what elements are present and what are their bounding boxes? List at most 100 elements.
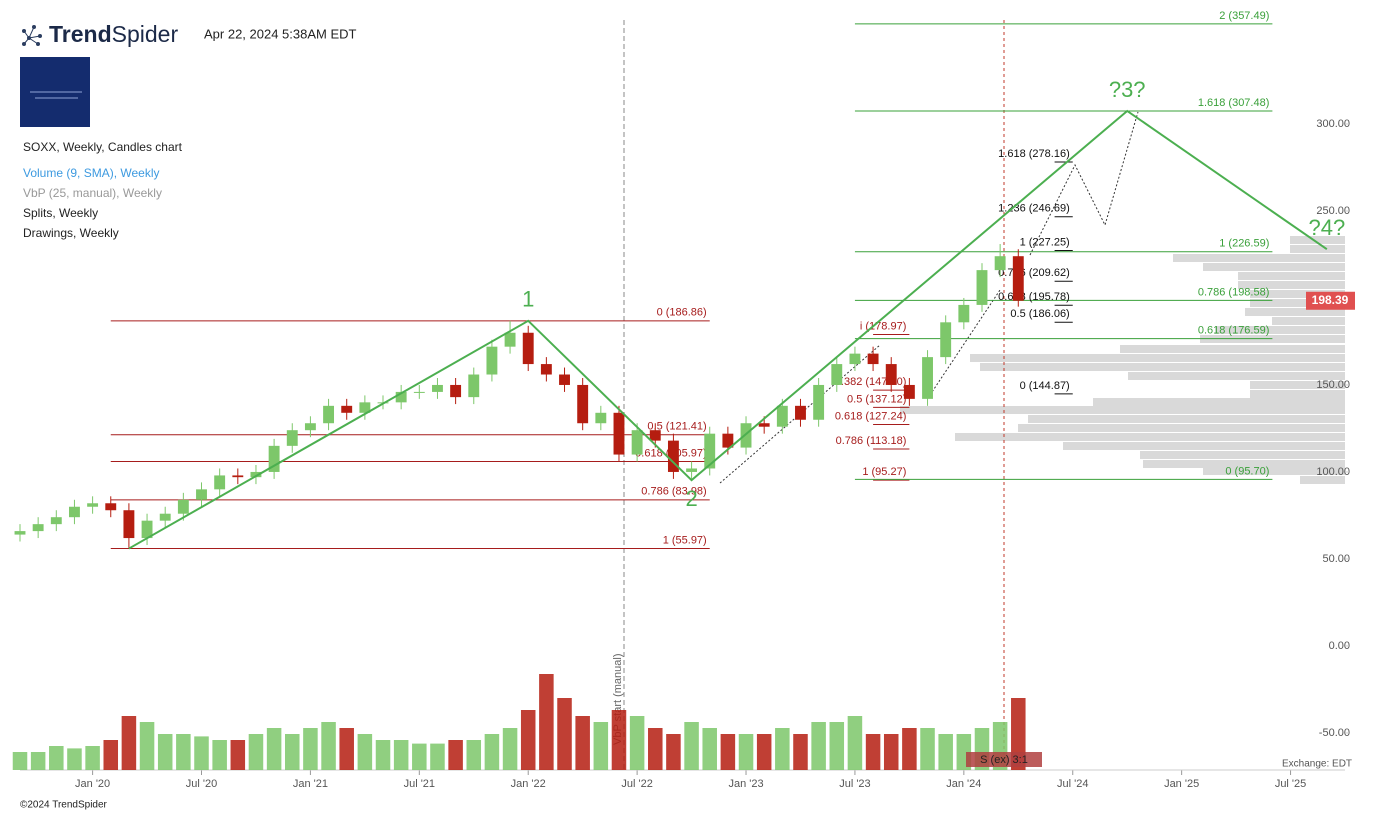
vbp-bar xyxy=(1128,372,1345,380)
legend-item: Drawings, Weekly xyxy=(23,226,119,240)
y-tick-label: 150.00 xyxy=(1316,379,1350,391)
fib-label: 0.618 (176.59) xyxy=(1198,325,1270,337)
candle-body xyxy=(776,405,788,427)
candle-body xyxy=(540,364,552,375)
vbp-bar xyxy=(970,354,1345,362)
vbp-bar xyxy=(1245,308,1345,316)
wave-label: 2 xyxy=(685,486,697,511)
volume-bar xyxy=(502,728,518,770)
volume-bar xyxy=(266,728,282,770)
candle-body xyxy=(50,517,62,525)
logo-detail xyxy=(30,91,82,99)
volume-bar xyxy=(865,734,881,770)
candle-body xyxy=(159,513,171,521)
volume-bar xyxy=(121,716,137,770)
volume-bar xyxy=(321,722,336,770)
x-tick-label: Jul '23 xyxy=(839,778,870,790)
candle-body xyxy=(323,405,335,424)
volume-bar xyxy=(194,736,209,770)
candle-body xyxy=(504,332,516,347)
candle-body xyxy=(1012,256,1024,301)
candle-body xyxy=(994,256,1006,271)
vbp-bar xyxy=(1272,317,1345,325)
volume-bar xyxy=(85,746,100,770)
vbp-bar xyxy=(1203,467,1345,475)
candle-body xyxy=(32,524,44,532)
vbp-bar xyxy=(1300,476,1345,484)
fib-label: 0 (186.86) xyxy=(657,307,707,319)
candle-body xyxy=(740,423,752,448)
vbp-bar xyxy=(1140,451,1345,459)
vbp-bar xyxy=(1018,424,1345,432)
volume-bar xyxy=(157,734,173,770)
x-tick-label: Jan '22 xyxy=(511,778,546,790)
vbp-bar xyxy=(1250,381,1345,389)
volume-bar xyxy=(357,734,373,770)
fib-label: 1.236 (246.69) xyxy=(998,203,1070,215)
volume-bar xyxy=(248,734,264,770)
candle-body xyxy=(758,423,770,427)
candle-body xyxy=(613,412,625,455)
vbp-bar xyxy=(1215,326,1345,334)
fib-label: 0.786 (198.58) xyxy=(1198,286,1270,298)
vbp-bar xyxy=(1120,345,1345,353)
brand: TrendSpider xyxy=(49,21,178,47)
y-tick-label: -50.00 xyxy=(1319,727,1350,739)
volume-bar xyxy=(448,740,463,770)
volume-bar xyxy=(684,722,699,770)
volume-bar xyxy=(539,674,554,770)
y-tick-label: 300.00 xyxy=(1316,118,1350,130)
volume-bar xyxy=(67,748,82,770)
fib-label: 1 (226.59) xyxy=(1219,238,1269,250)
y-tick-label: 250.00 xyxy=(1316,205,1350,217)
candle-body xyxy=(395,391,407,403)
volume-bar xyxy=(412,743,427,770)
volume-bar xyxy=(902,728,917,770)
vbp-bar xyxy=(980,363,1345,371)
vbp-bar xyxy=(1290,245,1345,253)
x-tick-label: Jul '25 xyxy=(1275,778,1306,790)
fib-label: 1 (95.27) xyxy=(862,466,906,478)
candle-body xyxy=(341,405,353,413)
volume-bar xyxy=(629,716,645,770)
volume-bar xyxy=(139,722,155,770)
wave-label: ?3? xyxy=(1109,77,1146,102)
vbp-bar xyxy=(1290,236,1345,244)
candle-body xyxy=(559,374,570,385)
candle-body xyxy=(631,430,643,455)
candle-body xyxy=(867,353,879,365)
fib-label: 1 (227.25) xyxy=(1020,236,1070,248)
vbp-bar xyxy=(1238,272,1345,280)
fib-label: 0.786 (113.18) xyxy=(836,435,907,447)
volume-bar xyxy=(176,734,191,770)
candle-body xyxy=(595,412,607,424)
y-tick-label: 0.00 xyxy=(1329,640,1350,652)
candle-body xyxy=(105,503,117,511)
logo-icon xyxy=(22,25,42,46)
candle-body xyxy=(522,332,534,365)
fib-label: 1 (55.97) xyxy=(663,534,707,546)
volume-bar xyxy=(847,716,863,770)
x-tick-label: Jan '20 xyxy=(75,778,110,790)
fib-label: 0.5 (137.12) xyxy=(847,393,906,405)
vbp-bar xyxy=(1250,299,1345,307)
fib-label: 2 (357.49) xyxy=(1219,10,1269,22)
vbp-bar xyxy=(1200,335,1345,343)
candle-body xyxy=(177,499,189,514)
x-tick-label: Jul '22 xyxy=(621,778,652,790)
volume-bar xyxy=(648,728,663,770)
candle-body xyxy=(722,433,734,448)
x-tick-label: Jan '23 xyxy=(728,778,763,790)
wave-line xyxy=(128,109,1328,550)
candle-body xyxy=(14,531,26,535)
candle-body xyxy=(849,353,861,365)
price-tag xyxy=(1306,291,1355,310)
vbp-bar xyxy=(1028,415,1345,423)
candle-body xyxy=(250,471,262,478)
volume-bar xyxy=(466,740,482,770)
fib-label: 0.618 (195.78) xyxy=(998,291,1070,303)
candle-body xyxy=(885,364,897,385)
volume-bar xyxy=(430,743,445,770)
wave-label: 1 xyxy=(522,287,534,312)
